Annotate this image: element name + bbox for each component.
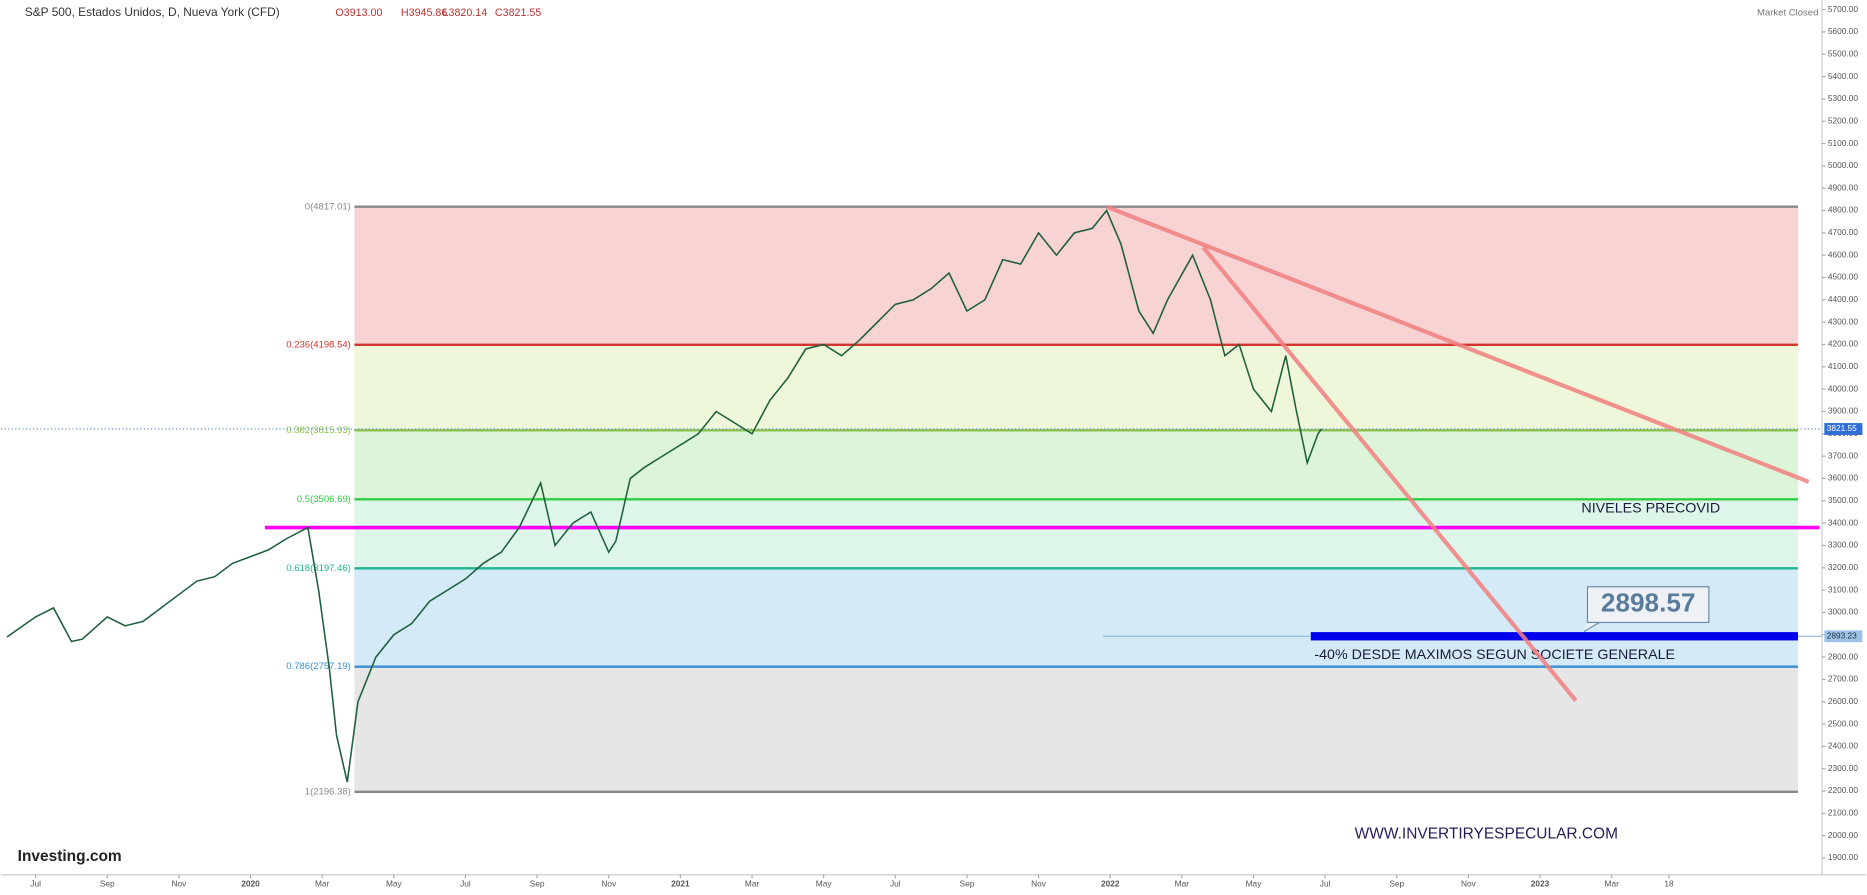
x-tick-label: Sep — [100, 878, 115, 888]
y-tick-label: 4000.00 — [1828, 383, 1858, 393]
fib-label: 0.786(2757.19) — [286, 661, 351, 672]
trendline — [1201, 246, 1578, 702]
fib-label: 0.236(4198.54) — [286, 339, 351, 350]
x-tick-label: Sep — [1389, 878, 1404, 888]
price-tag-label: 3821.55 — [1827, 423, 1857, 433]
fib-band — [354, 499, 1798, 569]
y-tick-label: 4100.00 — [1828, 361, 1858, 371]
y-tick-label: 3000.00 — [1828, 607, 1858, 617]
y-tick-label: 4900.00 — [1828, 182, 1858, 192]
callout-text: 2898.57 — [1601, 588, 1696, 618]
fib-label: 0.382(3815.93) — [286, 425, 351, 436]
y-tick-label: 2500.00 — [1828, 718, 1858, 728]
price-tag — [1824, 423, 1863, 435]
y-tick-label: 4500.00 — [1828, 272, 1858, 282]
fib-label: 1(2196.38) — [305, 786, 351, 797]
fib-label: 0.618(3197.46) — [286, 563, 351, 574]
x-tick-label: Jul — [1320, 878, 1331, 888]
y-tick-label: 3300.00 — [1828, 540, 1858, 550]
fib-band — [354, 666, 1798, 792]
y-tick-label: 5100.00 — [1828, 138, 1858, 148]
y-tick-label: 2000.00 — [1828, 830, 1858, 840]
x-tick-label: Mar — [1605, 878, 1620, 888]
y-tick-label: 5300.00 — [1828, 93, 1858, 103]
y-tick-label: 3100.00 — [1828, 584, 1858, 594]
x-tick-label: 18 — [1664, 878, 1674, 888]
ohlc: L3820.14 — [443, 7, 488, 19]
y-tick-label: 2800.00 — [1828, 651, 1858, 661]
fib-band — [354, 206, 1798, 345]
x-tick-label: May — [1246, 878, 1263, 888]
y-tick-label: 5600.00 — [1828, 26, 1858, 36]
y-tick-label: 3200.00 — [1828, 562, 1858, 572]
price-tag-label: 2893.23 — [1827, 630, 1857, 640]
y-tick-label: 2300.00 — [1828, 763, 1858, 773]
y-tick-label: 3500.00 — [1828, 495, 1858, 505]
fib-band — [354, 430, 1798, 500]
y-tick-label: 2700.00 — [1828, 674, 1858, 684]
x-tick-label: Sep — [960, 878, 975, 888]
x-tick-label: Mar — [1175, 878, 1190, 888]
trendline — [1105, 204, 1810, 484]
price-tag — [1824, 630, 1863, 643]
y-tick-label: 5000.00 — [1828, 160, 1858, 170]
price-line — [6, 209, 1323, 783]
x-tick-label: Nov — [1031, 878, 1047, 888]
ohlc: H3945.86 — [401, 7, 447, 19]
y-tick-label: 2600.00 — [1828, 696, 1858, 706]
x-tick-label: Jul — [890, 878, 901, 888]
y-tick-label: 2100.00 — [1828, 808, 1858, 818]
x-tick-label: 2022 — [1101, 878, 1120, 888]
y-tick-label: 4700.00 — [1828, 227, 1858, 237]
x-tick-label: Nov — [171, 878, 187, 888]
x-tick-label: Jul — [30, 878, 41, 888]
ohlc: O3913.00 — [335, 7, 382, 19]
watermark: WWW.INVERTIRYESPECULAR.COM — [1355, 825, 1618, 842]
ohlc: C3821.55 — [495, 7, 541, 19]
y-tick-label: 5500.00 — [1828, 48, 1858, 58]
y-tick-label: 3600.00 — [1828, 473, 1858, 483]
y-tick-label: 4800.00 — [1828, 205, 1858, 215]
y-tick-label: 4200.00 — [1828, 339, 1858, 349]
x-tick-label: May — [386, 878, 403, 888]
x-tick-label: Nov — [1461, 878, 1477, 888]
fib-label: 0.5(3506.69) — [297, 494, 351, 505]
x-tick-label: May — [816, 878, 833, 888]
chart-title: S&P 500, Estados Unidos, D, Nueva York (… — [25, 5, 280, 19]
precovid-label: NIVELES PRECOVID — [1581, 500, 1720, 516]
x-tick-label: 2020 — [241, 878, 260, 888]
x-tick-label: Mar — [315, 878, 330, 888]
y-tick-label: 4600.00 — [1828, 249, 1858, 259]
y-tick-label: 2400.00 — [1828, 741, 1858, 751]
x-tick-label: Jul — [460, 878, 471, 888]
fib-band — [354, 344, 1798, 431]
y-tick-label: 5200.00 — [1828, 115, 1858, 125]
x-tick-label: Sep — [530, 878, 545, 888]
callout-box — [1586, 586, 1710, 624]
x-tick-label: Nov — [601, 878, 617, 888]
brand: Investing.com — [18, 848, 122, 865]
y-tick-label: 2200.00 — [1828, 785, 1858, 795]
y-tick-label: 3400.00 — [1828, 517, 1858, 527]
y-tick-label: 1900.00 — [1828, 852, 1858, 862]
y-tick-label: 4400.00 — [1828, 294, 1858, 304]
market-status: Market Closed — [1757, 8, 1818, 19]
y-tick-label: 4300.00 — [1828, 316, 1858, 326]
y-tick-label: 5700.00 — [1828, 4, 1858, 14]
y-tick-label: 5400.00 — [1828, 71, 1858, 81]
x-tick-label: 2023 — [1531, 878, 1550, 888]
target-bar — [1310, 632, 1798, 641]
y-tick-label: 3700.00 — [1828, 450, 1858, 460]
fib-band — [354, 568, 1798, 667]
x-tick-label: Mar — [745, 878, 760, 888]
fib-label: 0(4817.01) — [305, 201, 351, 212]
x-tick-label: 2021 — [671, 878, 690, 888]
target-text: -40% DESDE MAXIMOS SEGUN SOCIETE GENERAL… — [1314, 647, 1675, 663]
y-tick-label: 3900.00 — [1828, 406, 1858, 416]
